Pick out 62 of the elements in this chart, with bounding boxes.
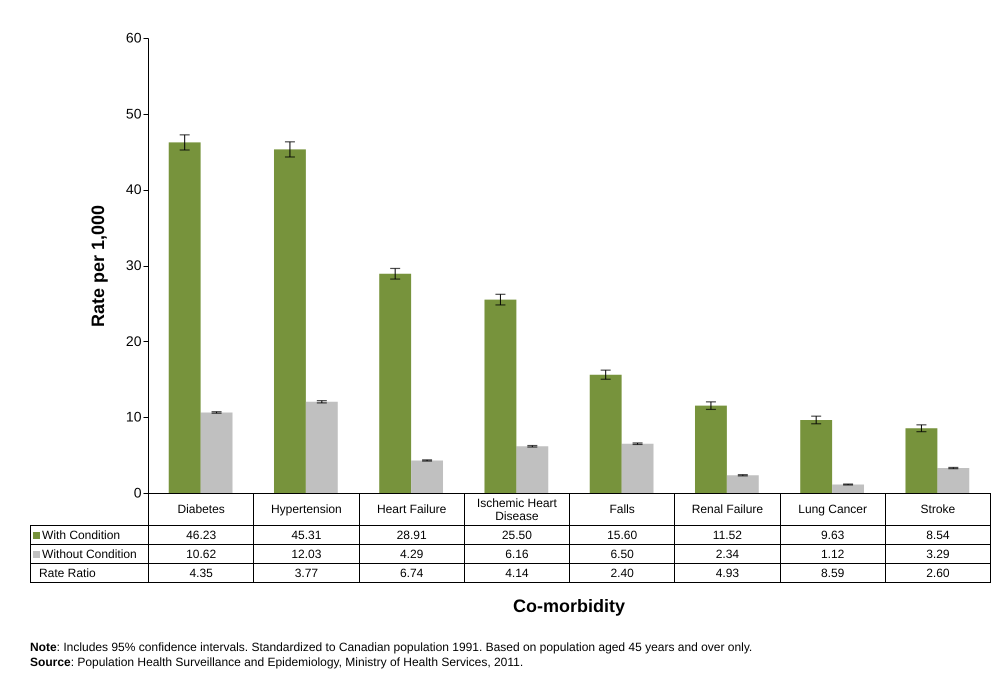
bar — [274, 149, 306, 493]
bar — [379, 274, 412, 493]
y-tick-label: 0 — [134, 484, 142, 500]
bar — [516, 446, 548, 493]
y-axis-title: Rate per 1,000 — [88, 204, 108, 328]
bar — [622, 444, 654, 493]
data-label: 28.91 — [359, 526, 464, 544]
legend-label: Without Condition — [30, 544, 148, 564]
data-label: 11.52 — [674, 526, 780, 544]
data-label: 15.60 — [570, 526, 675, 544]
x-tick-label: Falls — [570, 494, 675, 526]
text: 4.14 — [464, 564, 570, 582]
bar — [905, 428, 938, 493]
text: 2.60 — [885, 564, 990, 582]
data-label: 3.29 — [885, 544, 990, 564]
bar — [937, 468, 970, 493]
bar — [411, 460, 444, 493]
data-label: 45.31 — [254, 526, 359, 544]
x-tick-label: Heart Failure — [359, 494, 464, 526]
data-label: 4.29 — [359, 544, 464, 564]
text: 8.59 — [780, 564, 886, 582]
text: 6.74 — [359, 564, 464, 582]
data-label: 25.50 — [464, 526, 570, 544]
text: Note: Includes 95% confidence intervals. Standardized to Canadian population 1991. Based on population aged 45 years and over only. — [30, 640, 752, 655]
y-tick-label: 50 — [126, 105, 142, 122]
y-tick-label: 20 — [126, 332, 142, 349]
text: 4.35 — [148, 564, 254, 582]
y-tick-label: 30 — [126, 257, 142, 273]
bar — [168, 142, 201, 493]
x-tick-label: Diabetes — [148, 494, 254, 526]
data-label: 1.12 — [780, 544, 886, 564]
source-note: Source: Population Health Surveillance and Epidemiology, Ministry of Health Services, 2011. — [30, 655, 524, 670]
bar — [484, 300, 516, 493]
y-tick-label: 60 — [126, 30, 142, 46]
text: 4.93 — [674, 564, 780, 582]
text: 2.40 — [570, 564, 675, 582]
data-label: 2.34 — [674, 544, 780, 564]
x-tick-label: Lung Cancer — [780, 494, 886, 526]
legend-label: With Condition — [30, 526, 148, 544]
y-tick-label: 10 — [126, 408, 142, 425]
bar — [694, 406, 727, 493]
text: 3.77 — [254, 564, 359, 582]
data-label: 9.63 — [780, 526, 886, 544]
x-axis-title: Co-morbidity — [512, 596, 626, 617]
bar — [832, 484, 864, 493]
data-label: 6.16 — [464, 544, 570, 564]
y-tick-label: 40 — [126, 181, 142, 198]
data-label: 6.50 — [570, 544, 675, 564]
x-tick-label: Renal Failure — [674, 494, 780, 526]
bar — [800, 420, 832, 493]
x-tick-label: Stroke — [885, 494, 990, 526]
bar — [306, 402, 338, 493]
bar — [200, 412, 233, 493]
x-tick-label: Hypertension — [254, 494, 359, 526]
data-label: 46.23 — [148, 526, 254, 544]
data-label: 12.03 — [254, 544, 359, 564]
text: Rate Ratio — [30, 564, 148, 582]
x-tick-label: Ischemic Heart Disease — [464, 494, 570, 526]
bar — [726, 475, 759, 493]
data-label: 8.54 — [885, 526, 990, 544]
data-label: 10.62 — [148, 544, 254, 564]
bar — [590, 374, 622, 493]
